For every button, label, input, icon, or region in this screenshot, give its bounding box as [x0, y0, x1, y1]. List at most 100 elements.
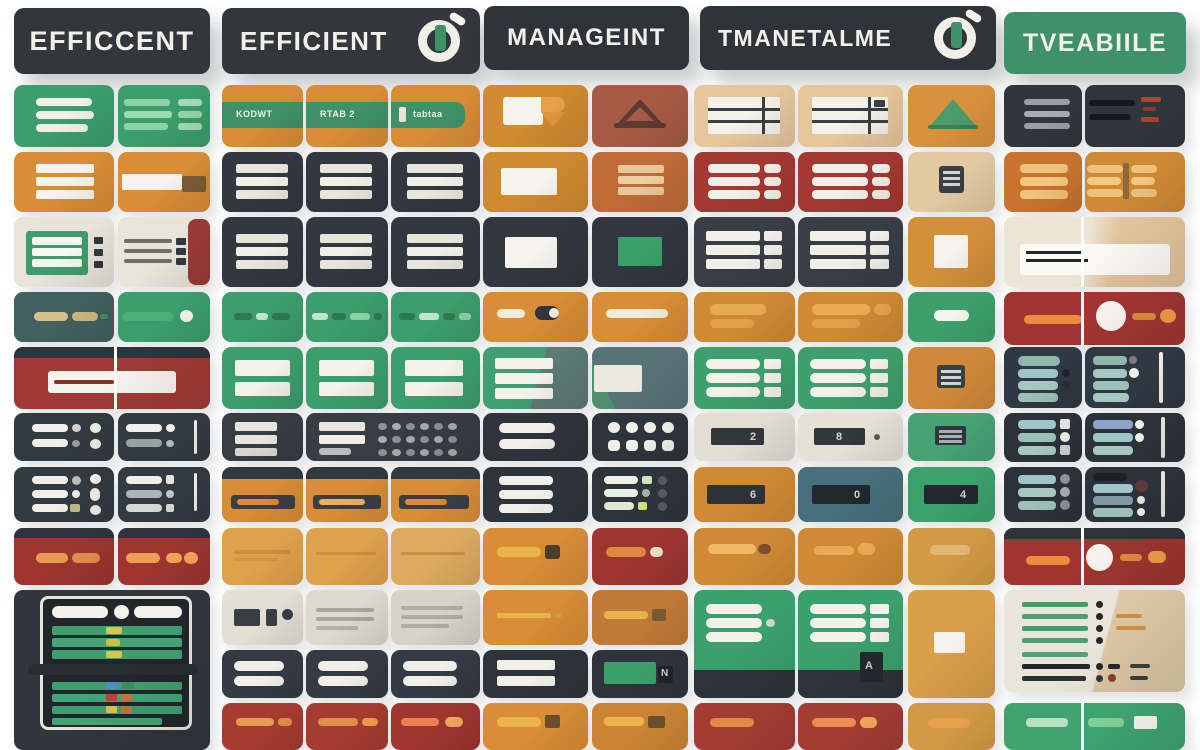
bar-shape [28, 664, 198, 675]
menu-lines-tile [391, 217, 480, 287]
list-row-tile [118, 413, 210, 461]
green-bar-chip-tile: N [592, 650, 688, 698]
list-chips-tile [694, 217, 795, 287]
bar-shape [178, 99, 202, 106]
bar-shape [501, 168, 557, 195]
list-chips-tile [694, 152, 795, 212]
pill-bar-tile [908, 528, 995, 585]
bar-shape [1022, 614, 1088, 619]
bar-shape [708, 177, 760, 186]
pill-chip-tile [483, 703, 588, 750]
bar-shape [810, 604, 866, 614]
bar-shape [407, 247, 463, 256]
list-chips-tile [798, 152, 903, 212]
bar-shape [764, 387, 781, 397]
bar-shape [870, 259, 889, 269]
bar-shape [764, 359, 781, 369]
bar-shape [401, 615, 463, 619]
pill-chip-tile [592, 703, 688, 750]
teal-list-tile [1004, 347, 1082, 408]
pill-bar-tile [391, 703, 480, 750]
dot-shape [434, 423, 443, 430]
bar-shape [399, 313, 415, 320]
bar-shape [764, 245, 782, 255]
bar-shape [124, 123, 168, 130]
bar-shape [618, 176, 664, 184]
menu-lines-tile [222, 413, 303, 461]
dot-shape [1129, 368, 1139, 378]
bar-shape [182, 176, 206, 192]
bar-shape [934, 235, 968, 268]
bar-shape [32, 248, 82, 256]
glyph-text: tabtaa [413, 109, 443, 119]
bar-shape [812, 164, 868, 173]
bar-shape [1093, 356, 1127, 365]
dot-shape [434, 449, 443, 456]
bar-shape [124, 239, 172, 243]
bar-shape [872, 164, 890, 173]
note-icon-tile [908, 152, 995, 212]
bar-shape [94, 237, 103, 244]
title-text: EFFICCENT [29, 25, 195, 56]
bar-shape [499, 423, 555, 433]
teal-list-tile [1085, 347, 1185, 408]
pill-chip-tile [592, 590, 688, 645]
dash-row-tile [306, 292, 388, 342]
bar-shape [1081, 528, 1084, 585]
bar-shape [1020, 177, 1068, 186]
bar-shape [1022, 638, 1088, 643]
dot-shape [644, 422, 656, 433]
bar-shape [320, 234, 372, 243]
faint-lines-tile [306, 528, 388, 585]
dot-shape [1060, 474, 1070, 484]
bar-shape [1148, 551, 1166, 563]
bar-shape [222, 467, 303, 479]
bar-shape [235, 422, 277, 431]
list-chips-tile [798, 217, 903, 287]
dot-shape [1096, 601, 1103, 608]
card-arrow-tile [483, 85, 588, 147]
bar-shape [236, 234, 288, 243]
bar-shape [124, 249, 172, 253]
bar-shape [706, 259, 760, 269]
dot-shape [378, 449, 387, 456]
bar-shape [555, 613, 562, 618]
faint-lines-tile [391, 590, 480, 645]
dot-shape [1096, 637, 1103, 644]
dot-shape [72, 440, 80, 447]
pill-bar-tile [694, 703, 795, 750]
bar-shape [36, 98, 92, 106]
dot-shape [166, 424, 175, 432]
bar-shape [638, 502, 647, 510]
inset-bar-tile [306, 467, 388, 522]
bar-shape [708, 164, 760, 173]
keypad-dots-tile [306, 413, 480, 461]
bar-shape [1093, 484, 1133, 493]
document-input-tile [1004, 217, 1185, 287]
bar-shape [36, 553, 68, 563]
bar-shape [52, 606, 108, 618]
bar-shape [812, 177, 868, 186]
bar-shape [122, 312, 174, 321]
glyph-text: N [661, 668, 669, 679]
bar-shape [114, 347, 117, 409]
dot-shape [1135, 433, 1144, 442]
bar-shape [812, 304, 870, 315]
dot-shape [658, 489, 667, 498]
bar-shape [710, 304, 766, 315]
menu-lines-tile [222, 217, 303, 287]
title-text: TMANETALME [718, 24, 893, 51]
bar-shape [1116, 626, 1146, 630]
bar-shape [608, 440, 620, 451]
dot-shape [184, 552, 198, 564]
bar-shape [234, 661, 284, 671]
bar-shape [618, 237, 662, 266]
bar-shape [1022, 602, 1088, 607]
bar-shape [234, 609, 260, 626]
pill-chip-tile [592, 528, 688, 585]
bar-shape [812, 718, 856, 727]
bar-shape [1018, 420, 1056, 429]
bar-shape [318, 718, 358, 726]
bar-shape [320, 190, 372, 199]
bar-shape [499, 504, 553, 513]
